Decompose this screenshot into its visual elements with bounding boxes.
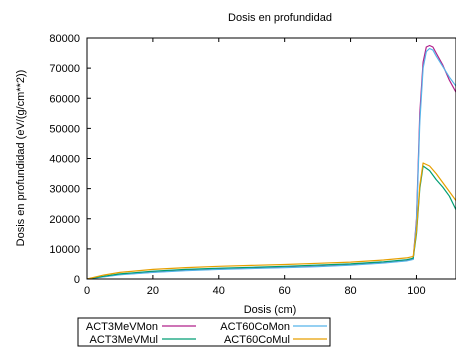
plot-frame: [86, 37, 456, 280]
y-tick-label: 50000: [49, 123, 80, 135]
y-tick-label: 70000: [49, 63, 80, 75]
x-axis-title: Dosis (cm): [244, 304, 297, 316]
y-axis-ticks: 0 10000 20000 30000 40000 50000 60000 70000 8000…: [49, 33, 91, 286]
x-tick-label: 20: [147, 285, 159, 297]
x-tick-label: 80: [344, 285, 356, 297]
y-tick-label: 10000: [49, 244, 80, 256]
legend-label-act60comon: ACT60CoMon: [220, 321, 290, 333]
x-axis-ticks: 0 20 40 60 80 100: [84, 38, 426, 297]
y-tick-label: 60000: [49, 93, 80, 105]
y-tick-label: 0: [74, 274, 80, 286]
series-layer: [87, 44, 456, 279]
series-line-act60comon: [87, 47, 456, 279]
y-tick-label: 20000: [49, 214, 80, 226]
legend-label-act3mevmul: ACT3MeVMul: [90, 334, 158, 346]
x-tick-label: 0: [84, 285, 90, 297]
legend-items: ACT3MeVMon ACT60CoMon ACT3MeVMul ACT60CoMul: [86, 321, 327, 346]
series-line-act3mevmon: [87, 44, 456, 279]
y-tick-label: 80000: [49, 33, 80, 45]
x-tick-label: 40: [213, 285, 225, 297]
chart-title: Dosis en profundidad: [228, 12, 332, 24]
legend-box: [77, 317, 331, 347]
plot-area: [86, 37, 456, 280]
y-axis-title: Dosis en profundidad (eV/(g/cm**2)): [15, 70, 27, 247]
x-tick-label: 100: [407, 285, 425, 297]
legend-label-act3mevmon: ACT3MeVMon: [86, 321, 158, 333]
y-tick-label: 40000: [49, 154, 80, 166]
y-tick-label: 30000: [49, 184, 80, 196]
x-tick-label: 60: [279, 285, 291, 297]
legend: ACT3MeVMon ACT60CoMon ACT3MeVMul ACT60CoMul: [77, 317, 331, 347]
series-line-act3mevmul: [87, 165, 456, 279]
series-line-act60comul: [87, 162, 456, 279]
legend-label-act60comul: ACT60CoMul: [224, 334, 290, 346]
